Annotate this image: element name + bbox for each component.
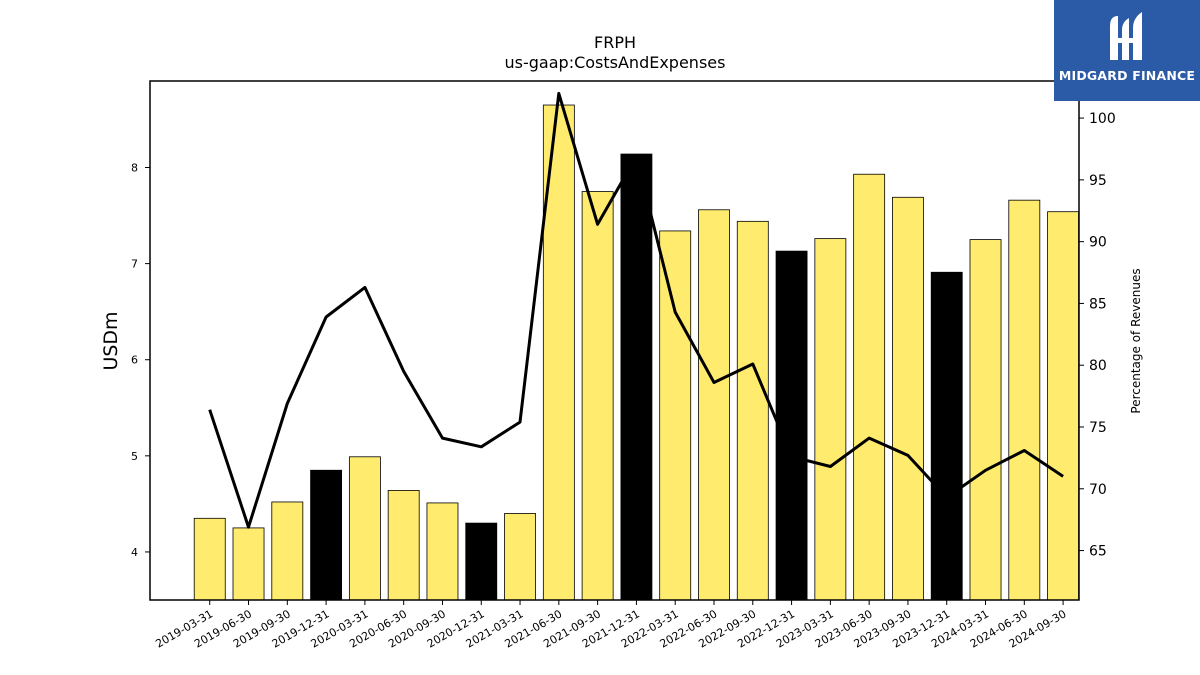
bar-2021-09-30 <box>581 191 614 601</box>
brand-logo: MIDGARD FINANCE <box>1054 0 1200 101</box>
y2-tick-label: 100 <box>1089 111 1116 127</box>
bar-2024-06-30 <box>1008 199 1041 601</box>
bar-2022-09-30 <box>736 220 769 601</box>
bar-2022-06-30 <box>698 209 730 601</box>
bar-2024-09-30 <box>1047 211 1080 601</box>
chart-subtitle: us-gaap:CostsAndExpenses <box>505 53 726 72</box>
bar-2023-06-30 <box>853 173 886 601</box>
y2-tick-label: 85 <box>1089 296 1107 312</box>
y-axis-right: 65 70 75 80 85 90 95 100 <box>1079 111 1116 560</box>
bar-2020-12-31 <box>465 522 498 601</box>
bars-layer <box>193 104 1080 601</box>
y2-tick-label: 70 <box>1089 482 1107 498</box>
x-axis: 2019-03-312019-06-302019-09-302019-12-31… <box>153 600 1069 651</box>
y-tick-label: 7 <box>131 258 138 271</box>
plot-frame <box>149 80 1080 601</box>
bar-2022-12-31 <box>775 250 808 601</box>
bar-2024-03-31 <box>969 239 1002 601</box>
bar-2021-12-31 <box>620 153 653 601</box>
bar-2023-12-31 <box>930 271 963 601</box>
bar-2023-09-30 <box>892 196 924 601</box>
bar-2020-03-31 <box>348 456 381 601</box>
bar-2019-06-30 <box>232 527 265 601</box>
y2-tick-label: 75 <box>1089 420 1107 436</box>
y2-tick-label: 95 <box>1089 173 1107 189</box>
bar-2019-03-31 <box>193 517 226 601</box>
y-axis-left: 4 5 6 7 8 <box>131 162 150 559</box>
brand-mark-icon <box>1110 12 1142 60</box>
y-axis-label: USDm <box>100 311 122 370</box>
bar-2020-09-30 <box>426 502 459 601</box>
bar-2020-06-30 <box>387 490 420 601</box>
bar-2022-03-31 <box>659 230 692 601</box>
bar-2023-03-31 <box>814 238 847 601</box>
y-tick-label: 6 <box>131 354 138 367</box>
bar-2019-09-30 <box>271 501 304 601</box>
y-tick-label: 8 <box>131 162 138 175</box>
chart-title: FRPH <box>594 33 636 52</box>
y2-axis-label: Percentage of Revenues <box>1129 268 1143 413</box>
y2-tick-label: 90 <box>1089 235 1107 251</box>
bar-2021-03-31 <box>504 513 536 601</box>
brand-name: MIDGARD FINANCE <box>1058 68 1196 83</box>
y2-tick-label: 80 <box>1089 358 1107 374</box>
y2-tick-label: 65 <box>1089 544 1107 560</box>
bar-2019-12-31 <box>310 469 343 601</box>
y-tick-label: 4 <box>131 546 138 559</box>
y-tick-label: 5 <box>131 450 138 463</box>
line-layer <box>208 91 1064 529</box>
pct-revenue-line <box>208 91 1064 529</box>
